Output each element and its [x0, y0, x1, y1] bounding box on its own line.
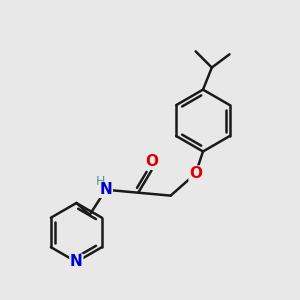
- Text: O: O: [189, 166, 202, 181]
- Text: H: H: [96, 175, 105, 188]
- Text: N: N: [100, 182, 112, 197]
- Text: N: N: [70, 254, 83, 269]
- Text: O: O: [145, 154, 158, 169]
